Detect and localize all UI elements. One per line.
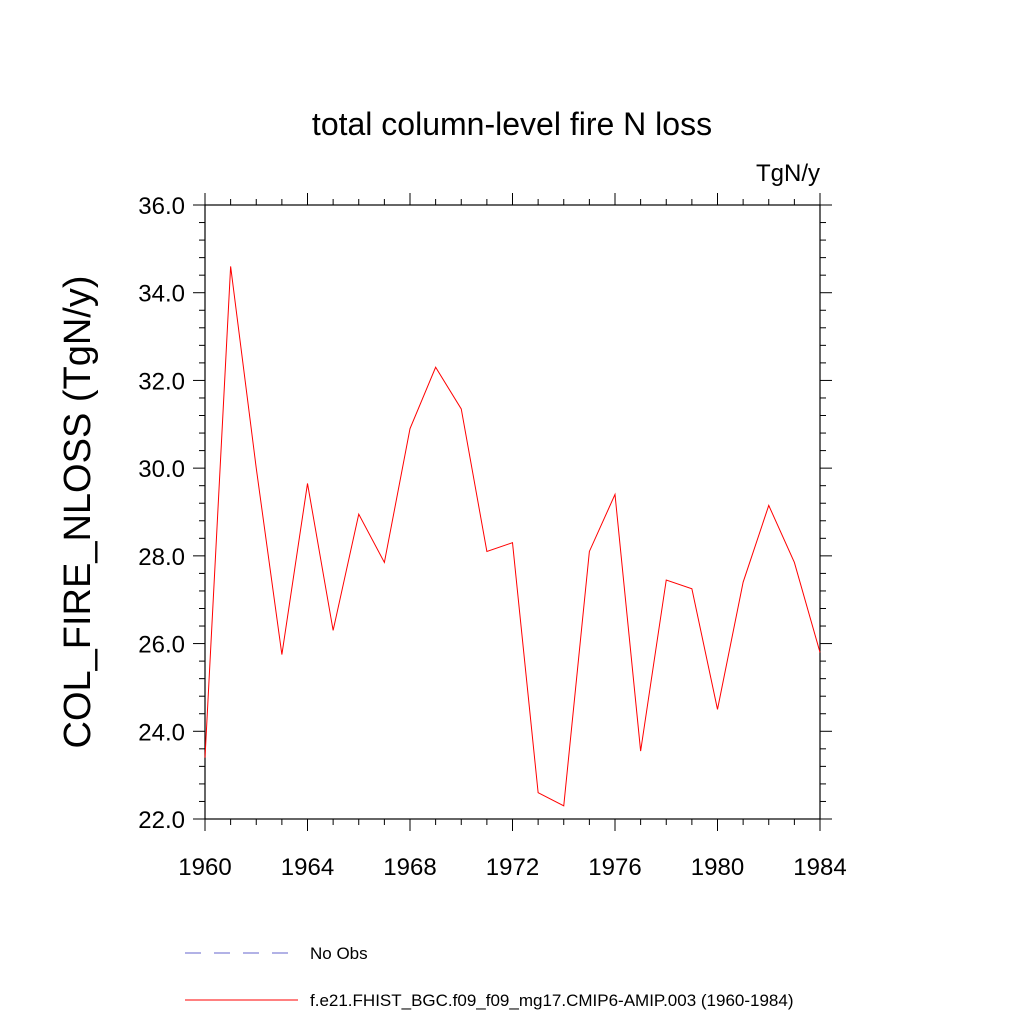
x-tick-label: 1964 [281, 854, 334, 881]
y-tick-label: 28.0 [138, 544, 185, 571]
legend-label-model: f.e21.FHIST_BGC.f09_f09_mg17.CMIP6-AMIP.… [310, 991, 794, 1010]
x-tick-label: 1984 [793, 854, 846, 881]
x-tick-label: 1972 [486, 854, 539, 881]
y-tick-label: 30.0 [138, 456, 185, 483]
series-layer [204, 266, 821, 807]
chart-title: total column-level fire N loss [312, 106, 712, 142]
legend: No Obs f.e21.FHIST_BGC.f09_f09_mg17.CMIP… [185, 944, 794, 1010]
units-label: TgN/y [756, 160, 820, 187]
y-tick-labels: 22.0 24.0 26.0 28.0 30.0 32.0 34.0 36.0 [138, 193, 185, 834]
y-tick-label: 24.0 [138, 719, 185, 746]
x-tick-labels: 1960 1964 1968 1972 1976 1980 1984 [178, 854, 846, 881]
x-tick-label: 1976 [588, 854, 641, 881]
series-line-0 [204, 266, 821, 807]
y-axis-label: COL_FIRE_NLOSS (TgN/y) [57, 276, 99, 749]
y-tick-label: 36.0 [138, 193, 185, 220]
plot-frame [204, 204, 821, 820]
x-tick-label: 1968 [383, 854, 436, 881]
y-tick-label: 34.0 [138, 281, 185, 308]
x-tick-label: 1980 [691, 854, 744, 881]
x-tick-label: 1960 [178, 854, 231, 881]
y-tick-label: 22.0 [138, 807, 185, 834]
y-tick-label: 26.0 [138, 632, 185, 659]
y-tick-label: 32.0 [138, 368, 185, 395]
legend-label-no-obs: No Obs [310, 944, 368, 963]
axis-ticks [193, 193, 832, 831]
